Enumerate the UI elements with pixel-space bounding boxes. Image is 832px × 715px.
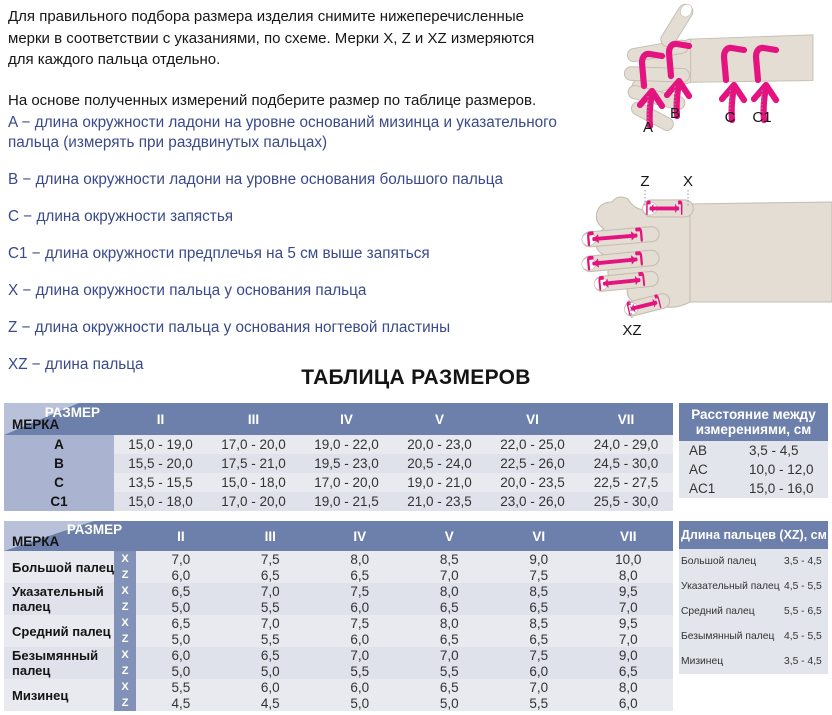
svg-text:XZ: XZ	[622, 322, 641, 339]
svg-text:Z: Z	[640, 173, 649, 190]
svg-text:X: X	[683, 173, 693, 190]
